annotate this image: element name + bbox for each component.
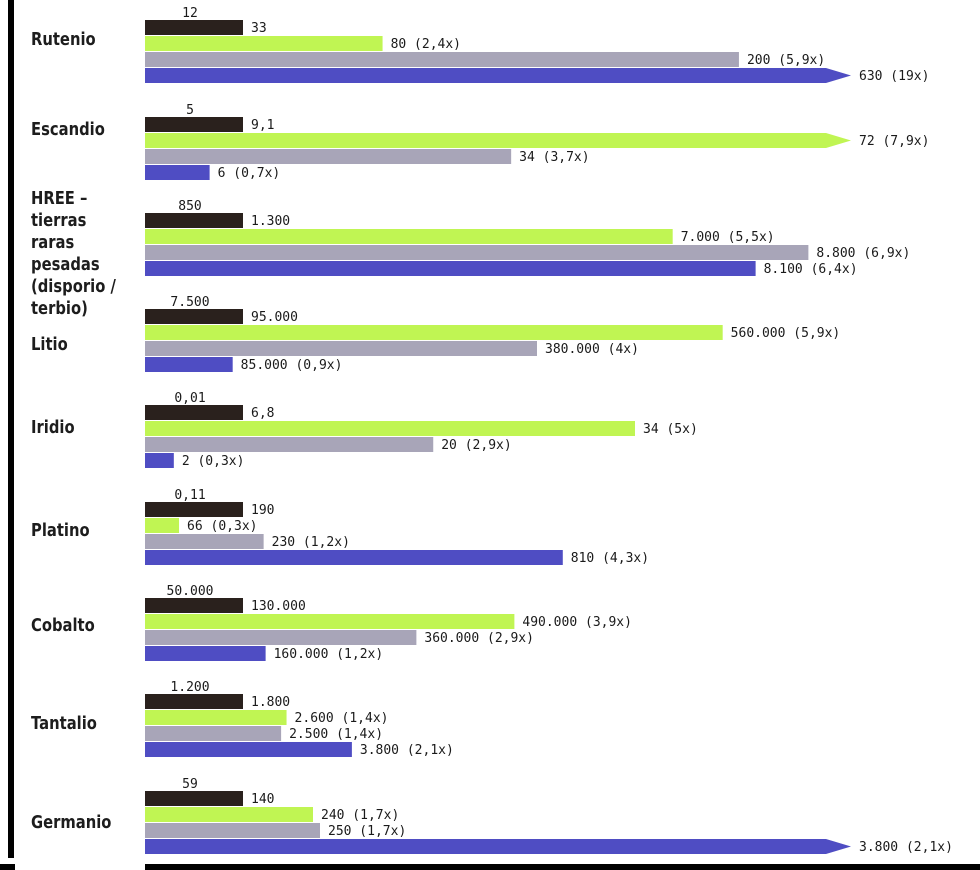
bar-value-label-8-series4: 3.800 (2,1x)	[859, 840, 953, 855]
bar-group-4-series3	[145, 437, 434, 452]
bar-group-2-baseline	[145, 213, 243, 228]
bar-group-8-series2	[145, 807, 313, 822]
bar-group-5-series2	[145, 518, 180, 533]
left-frame-bar	[8, 0, 14, 858]
bar-value-label-3-series4: 85.000 (0,9x)	[241, 358, 343, 373]
bar-value-label-5-baseline: 190	[251, 503, 274, 518]
bar-value-label-5-series4: 810 (4,3x)	[571, 551, 649, 566]
bar-value-label-7-baseline: 1.800	[251, 695, 290, 710]
bar-group-6-series4	[145, 646, 266, 661]
bar-value-label-2-series2: 7.000 (5,5x)	[681, 230, 775, 245]
bar-value-label-4-baseline: 6,8	[251, 406, 274, 421]
bar-group-7-series2	[145, 710, 287, 725]
bar-value-label-3-baseline: 95.000	[251, 310, 298, 325]
group-1-reference-label: 5	[186, 103, 194, 118]
bar-group-4-series4	[145, 453, 174, 468]
bar-group-8-series4	[145, 839, 851, 854]
category-label: Platino	[31, 520, 90, 541]
bar-group-1-series4	[145, 165, 210, 180]
bar-value-label-6-series4: 160.000 (1,2x)	[274, 647, 384, 662]
bar-group-5-series4	[145, 550, 563, 565]
bar-group-6-series2	[145, 614, 515, 629]
bar-value-label-8-series2: 240 (1,7x)	[321, 808, 399, 823]
bar-value-label-1-baseline: 9,1	[251, 118, 274, 133]
category-label: Escandio	[31, 119, 105, 140]
group-0-reference-label: 12	[182, 6, 198, 21]
bar-group-6-series3	[145, 630, 417, 645]
bar-value-label-5-series2: 66 (0,3x)	[187, 519, 257, 534]
group-2-reference-label: 850	[178, 199, 201, 214]
group-4-reference-label: 0,01	[174, 391, 205, 406]
bar-group-8-baseline	[145, 791, 243, 806]
group-7-reference-label: 1.200	[170, 680, 209, 695]
bar-value-label-2-baseline: 1.300	[251, 214, 290, 229]
category-label: Cobalto	[31, 615, 95, 636]
group-5-reference-label: 0,11	[174, 488, 205, 503]
bar-value-label-0-series2: 80 (2,4x)	[391, 37, 461, 52]
bar-group-5-baseline	[145, 502, 243, 517]
bar-value-label-7-series3: 2.500 (1,4x)	[289, 727, 383, 742]
bar-group-6-baseline	[145, 598, 243, 613]
bar-group-0-baseline	[145, 20, 243, 35]
group-8-reference-label: 59	[182, 777, 198, 792]
bar-value-label-1-series3: 34 (3,7x)	[519, 150, 589, 165]
bar-value-label-7-series2: 2.600 (1,4x)	[295, 711, 389, 726]
category-label: Iridio	[31, 417, 75, 438]
bar-value-label-2-series3: 8.800 (6,9x)	[816, 246, 910, 261]
bar-group-7-series4	[145, 742, 352, 757]
bar-value-label-4-series2: 34 (5x)	[643, 422, 698, 437]
category-label: Germanio	[31, 812, 112, 833]
bottom-frame-bar	[145, 864, 980, 870]
bar-value-label-3-series2: 560.000 (5,9x)	[731, 326, 841, 341]
bar-group-0-series2	[145, 36, 383, 51]
bar-value-label-0-series4: 630 (19x)	[859, 69, 929, 84]
bar-value-label-8-series3: 250 (1,7x)	[328, 824, 406, 839]
bar-value-label-1-series2: 72 (7,9x)	[859, 134, 929, 149]
bar-group-4-series2	[145, 421, 635, 436]
category-label: Litio	[31, 334, 68, 355]
bar-value-label-4-series3: 20 (2,9x)	[441, 438, 511, 453]
bar-value-label-4-series4: 2 (0,3x)	[182, 454, 245, 469]
category-label: Tantalio	[31, 713, 97, 734]
bar-value-label-1-series4: 6 (0,7x)	[218, 166, 281, 181]
bar-value-label-6-series3: 360.000 (2,9x)	[424, 631, 534, 646]
bar-group-3-series2	[145, 325, 723, 340]
group-6-reference-label: 50.000	[167, 584, 214, 599]
bar-group-1-series3	[145, 149, 512, 164]
bar-group-0-series4	[145, 68, 851, 83]
bar-value-label-6-baseline: 130.000	[251, 599, 306, 614]
bar-value-label-7-series4: 3.800 (2,1x)	[360, 743, 454, 758]
bar-group-8-series3	[145, 823, 320, 838]
group-3-reference-label: 7.500	[170, 295, 209, 310]
category-label: HREE – tierras raras pesadas (disporio /…	[31, 188, 116, 319]
bar-group-4-baseline	[145, 405, 243, 420]
bar-group-0-series3	[145, 52, 739, 67]
bar-group-2-series2	[145, 229, 673, 244]
bottom-left-tick	[0, 864, 15, 870]
bar-value-label-3-series3: 380.000 (4x)	[545, 342, 639, 357]
bar-value-label-2-series4: 8.100 (6,4x)	[764, 262, 858, 277]
bar-group-2-series4	[145, 261, 756, 276]
bar-value-label-6-series2: 490.000 (3,9x)	[522, 615, 632, 630]
bar-group-1-baseline	[145, 117, 243, 132]
bar-group-5-series3	[145, 534, 264, 549]
bar-value-label-0-series3: 200 (5,9x)	[747, 53, 825, 68]
bar-group-3-series4	[145, 357, 233, 372]
bar-value-label-8-baseline: 140	[251, 792, 274, 807]
bar-value-label-5-series3: 230 (1,2x)	[272, 535, 350, 550]
bar-group-7-baseline	[145, 694, 243, 709]
bar-value-label-0-baseline: 33	[251, 21, 267, 36]
bar-group-3-baseline	[145, 309, 243, 324]
bar-group-1-series2	[145, 133, 851, 148]
bar-group-7-series3	[145, 726, 282, 741]
bar-group-3-series3	[145, 341, 537, 356]
bar-group-2-series3	[145, 245, 809, 260]
category-label: Rutenio	[31, 29, 96, 50]
